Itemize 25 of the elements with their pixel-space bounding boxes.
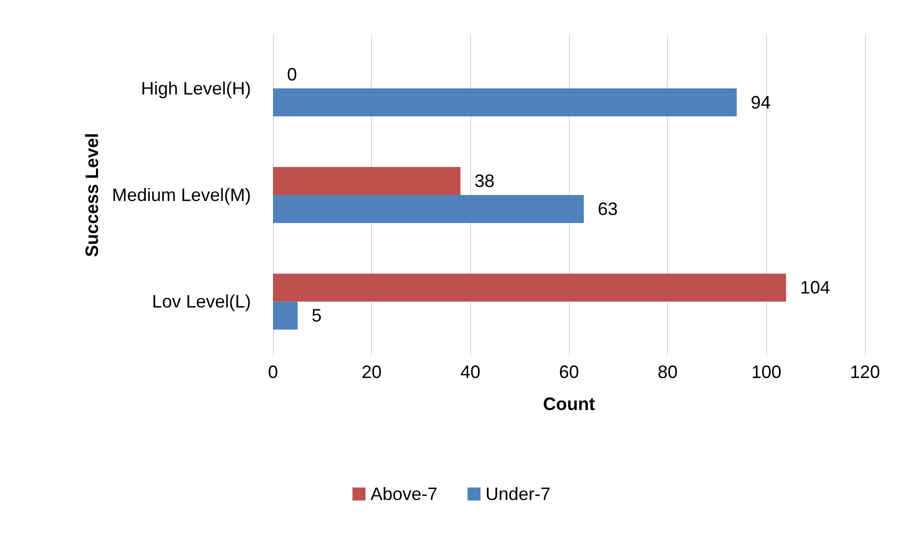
bar: [273, 88, 737, 116]
x-tick-label: 100: [751, 362, 782, 382]
x-tick-label: 20: [362, 362, 382, 382]
data-label: 63: [598, 199, 618, 219]
y-tick-label: Lov Level(L): [152, 292, 251, 312]
y-axis-title: Success Level: [82, 132, 102, 258]
x-tick-label: 40: [460, 362, 480, 382]
x-axis-title: Count: [543, 394, 595, 414]
data-label: 104: [800, 278, 830, 298]
bar: [273, 167, 460, 195]
data-label: 5: [312, 306, 322, 326]
data-label: 38: [474, 171, 494, 191]
legend-label: Above-7: [370, 484, 438, 504]
x-tick-label: 60: [558, 362, 580, 382]
y-tick-label: High Level(H): [140, 78, 251, 98]
bar: [273, 274, 786, 302]
x-tick-label: 80: [658, 362, 678, 382]
legend-label: Under-7: [486, 484, 551, 504]
x-tick-label: 120: [850, 362, 880, 382]
bar: [273, 302, 298, 330]
y-tick-label: Medium Level(M): [112, 185, 251, 205]
bar: [273, 195, 584, 223]
data-label: 0: [287, 64, 298, 84]
data-label: 94: [750, 92, 771, 112]
x-tick-label: 0: [268, 362, 278, 382]
